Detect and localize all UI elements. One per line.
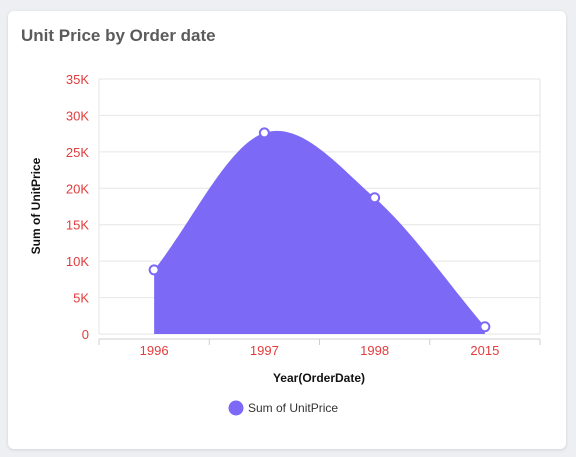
series-markers [148,127,491,333]
legend[interactable]: Sum of UnitPrice [228,400,339,416]
chart-title: Unit Price by Order date [21,26,216,45]
y-tick-label: 5K [73,291,89,306]
data-point [479,321,491,333]
y-tick-label: 15K [66,218,89,233]
y-tick-label: 20K [66,181,89,196]
y-tick-label: 10K [66,254,89,269]
legend-marker [228,400,244,416]
data-point [258,127,270,139]
y-tick-label: 35K [66,72,89,87]
y-axis-ticks: 0 5K 10K 15K 20K 25K 30K 35K [66,72,89,342]
y-tick-label: 25K [66,145,89,160]
y-tick-label: 0 [82,327,89,342]
x-axis-title: Year(OrderDate) [273,371,365,385]
x-tick-label: 1997 [250,343,279,358]
series-area [154,130,485,334]
data-point [148,264,160,276]
data-point [369,192,381,204]
y-tick-label: 30K [66,108,89,123]
x-tick-label: 2015 [470,343,499,358]
x-tick-label: 1998 [360,343,389,358]
x-axis: 1996 1997 1998 2015 [98,338,541,358]
y-axis-title: Sum of UnitPrice [29,157,43,254]
area-fill [154,130,485,334]
legend-label: Sum of UnitPrice [248,401,338,415]
x-tick-label: 1996 [140,343,169,358]
